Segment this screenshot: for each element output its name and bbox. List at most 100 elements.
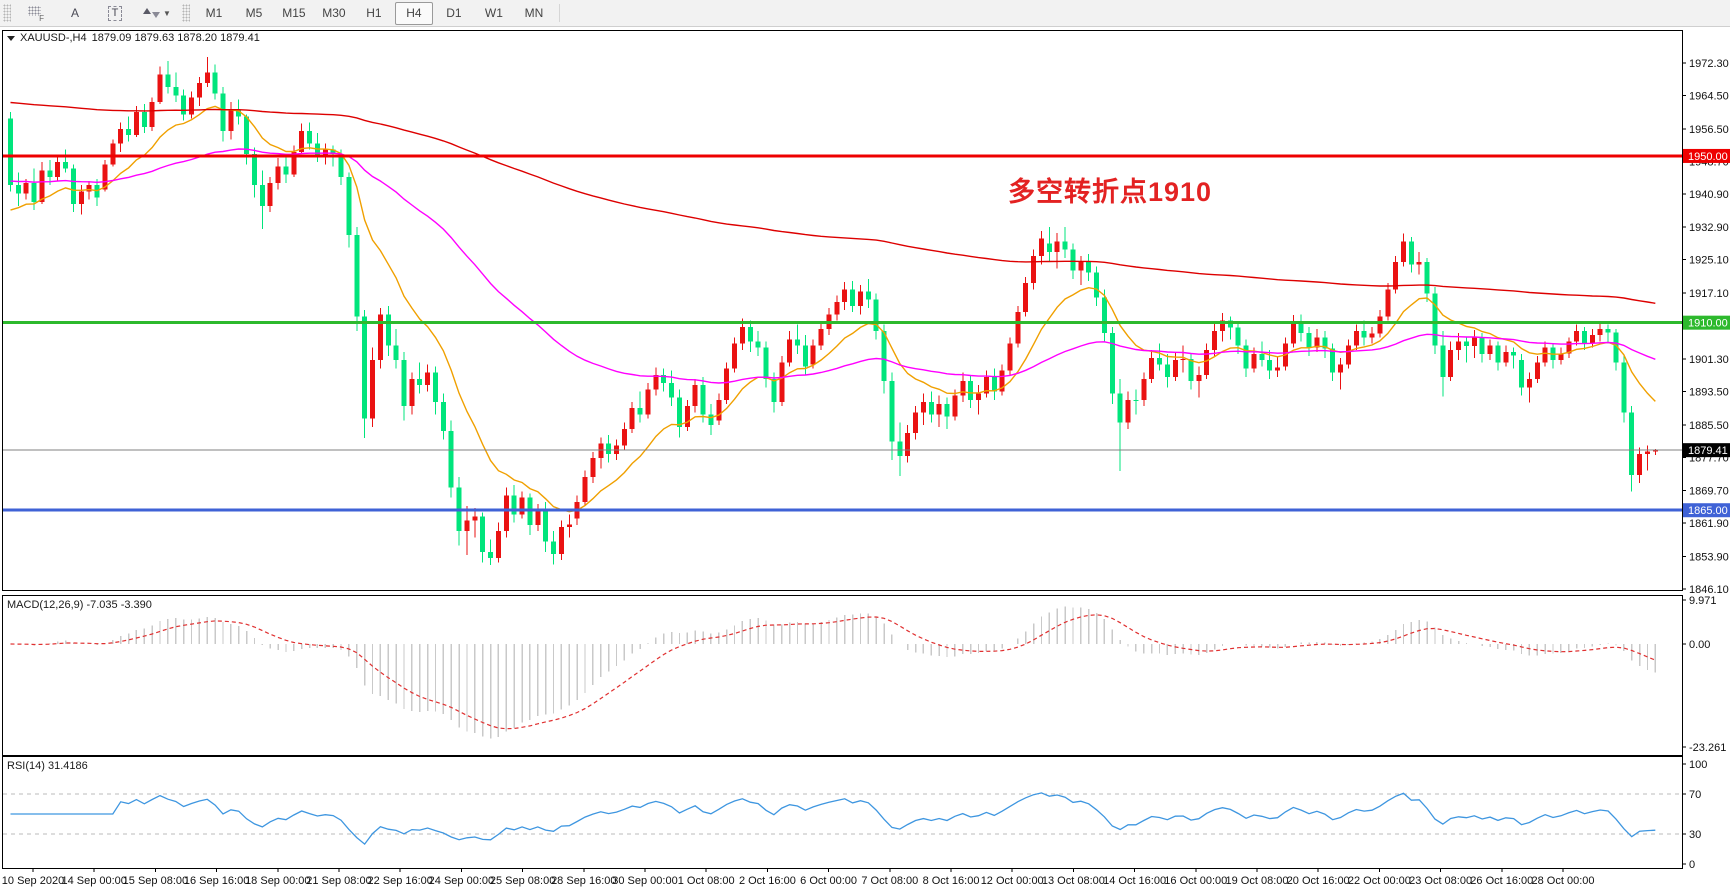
macd-axis[interactable]: 9.971 0.00 -23.261 [1682, 595, 1726, 754]
svg-text:21 Sep 08:00: 21 Sep 08:00 [306, 875, 371, 887]
rsi-axis[interactable]: 100 70 30 0 [1682, 759, 1707, 871]
toolbar: F A T ▼ M1 M5 M15 M30 H1 H4 D1 W1 MN [0, 0, 1730, 27]
svg-text:1932.90: 1932.90 [1689, 222, 1729, 234]
rsi-line [10, 792, 1656, 846]
candles-layer [8, 57, 1658, 566]
svg-text:10 Sep 2020: 10 Sep 2020 [2, 875, 64, 887]
timeframe-h4-button[interactable]: H4 [394, 1, 433, 25]
svg-text:1893.50: 1893.50 [1689, 386, 1729, 398]
chart-title: XAUUSD-,H4 1879.09 1879.63 1878.20 1879.… [7, 32, 260, 44]
svg-text:13 Oct 08:00: 13 Oct 08:00 [1042, 875, 1105, 887]
svg-text:1885.50: 1885.50 [1689, 420, 1729, 432]
svg-text:15 Sep 08:00: 15 Sep 08:00 [123, 875, 188, 887]
svg-text:19 Oct 08:00: 19 Oct 08:00 [1226, 875, 1289, 887]
svg-text:30: 30 [1689, 829, 1701, 841]
price-label-1879.41: 1879.41 [1683, 443, 1730, 458]
shapes-tool-button[interactable]: ▼ [136, 2, 178, 25]
chevron-down-icon: ▼ [163, 8, 171, 18]
svg-text:1925.10: 1925.10 [1689, 255, 1729, 267]
svg-text:9.971: 9.971 [1689, 595, 1717, 607]
svg-text:1940.90: 1940.90 [1689, 189, 1729, 201]
svg-text:28 Sep 16:00: 28 Sep 16:00 [551, 875, 616, 887]
svg-text:20 Oct 16:00: 20 Oct 16:00 [1287, 875, 1350, 887]
svg-text:24 Sep 00:00: 24 Sep 00:00 [429, 875, 494, 887]
macd-indicator-header: MACD(12,26,9) -7.035 -3.390 [7, 599, 152, 611]
svg-text:-23.261: -23.261 [1689, 742, 1726, 754]
price-axis[interactable]: 1972.301964.501956.501948.701940.901932.… [1682, 58, 1730, 596]
svg-text:1964.50: 1964.50 [1689, 91, 1729, 103]
toolbar-grip[interactable] [3, 4, 11, 22]
svg-text:1846.10: 1846.10 [1689, 584, 1729, 596]
svg-text:16 Oct 00:00: 16 Oct 00:00 [1164, 875, 1227, 887]
svg-text:7 Oct 08:00: 7 Oct 08:00 [861, 875, 918, 887]
svg-text:1 Oct 08:00: 1 Oct 08:00 [678, 875, 735, 887]
svg-text:0: 0 [1689, 859, 1695, 871]
svg-text:1917.10: 1917.10 [1689, 288, 1729, 300]
price-label-1865.00: 1865.00 [1683, 503, 1730, 518]
main-panel[interactable] [2, 30, 1683, 591]
svg-text:1910.00: 1910.00 [1688, 318, 1728, 330]
svg-text:14 Sep 00:00: 14 Sep 00:00 [61, 875, 126, 887]
collapse-triangle-icon[interactable] [7, 35, 15, 41]
svg-text:22 Oct 00:00: 22 Oct 00:00 [1348, 875, 1411, 887]
text-box-icon: T [107, 5, 123, 21]
rsi-indicator-header: RSI(14) 31.4186 [7, 760, 88, 772]
svg-text:26 Oct 16:00: 26 Oct 16:00 [1470, 875, 1533, 887]
toolbar-grip-2[interactable] [181, 4, 190, 22]
svg-text:28 Oct 00:00: 28 Oct 00:00 [1532, 875, 1595, 887]
ema-slow-line [10, 101, 1656, 304]
timeframe-m1-button[interactable]: M1 [205, 6, 223, 20]
arrows-icon [143, 8, 160, 18]
svg-text:12 Oct 00:00: 12 Oct 00:00 [981, 875, 1044, 887]
timeframe-m5-button[interactable]: M5 [245, 6, 263, 20]
svg-text:1861.90: 1861.90 [1689, 518, 1729, 530]
macd-signal-line [10, 614, 1656, 730]
symbol-period-label: XAUUSD-,H4 [20, 32, 87, 44]
timeframe-m15-button[interactable]: M15 [282, 6, 306, 20]
ema-medium-line [10, 148, 1656, 384]
svg-text:1901.30: 1901.30 [1689, 354, 1729, 366]
label-tool-button[interactable]: A [56, 2, 94, 25]
svg-text:8 Oct 16:00: 8 Oct 16:00 [923, 875, 980, 887]
grid-f-icon: F [28, 6, 44, 23]
macd-histogram [17, 606, 1657, 739]
svg-text:1853.90: 1853.90 [1689, 551, 1729, 563]
chart-text-annotation[interactable]: 多空转折点1910 [1008, 177, 1213, 207]
svg-text:1879.41: 1879.41 [1688, 445, 1728, 457]
svg-text:1956.50: 1956.50 [1689, 124, 1729, 136]
svg-text:16 Sep 16:00: 16 Sep 16:00 [184, 875, 249, 887]
indicator-grid-button[interactable]: F [16, 2, 54, 25]
svg-text:1950.00: 1950.00 [1688, 151, 1728, 163]
macd-panel[interactable] [2, 595, 1683, 756]
svg-text:0.00: 0.00 [1689, 639, 1710, 651]
timeframe-d1-button[interactable]: D1 [446, 6, 462, 20]
ema-fast-line [10, 105, 1656, 513]
svg-text:22 Sep 16:00: 22 Sep 16:00 [367, 875, 432, 887]
svg-text:6 Oct 00:00: 6 Oct 00:00 [800, 875, 857, 887]
svg-text:1972.30: 1972.30 [1689, 58, 1729, 70]
price-label-1950.00: 1950.00 [1683, 148, 1730, 163]
timeframe-w1-button[interactable]: W1 [484, 6, 503, 20]
svg-text:18 Sep 00:00: 18 Sep 00:00 [245, 875, 310, 887]
text-tool-button[interactable]: T [96, 2, 134, 25]
svg-text:70: 70 [1689, 789, 1701, 801]
ohlc-values: 1879.09 1879.63 1878.20 1879.41 [91, 32, 260, 44]
timeframe-button-group: M1 M5 M15 M30 H1 H4 D1 W1 MN [194, 1, 554, 25]
svg-text:30 Sep 00:00: 30 Sep 00:00 [612, 875, 677, 887]
svg-text:23 Oct 08:00: 23 Oct 08:00 [1409, 875, 1472, 887]
svg-text:25 Sep 08:00: 25 Sep 08:00 [490, 875, 555, 887]
timeframe-m30-button[interactable]: M30 [322, 6, 346, 20]
timeframe-mn-button[interactable]: MN [524, 6, 544, 20]
timeframe-h1-button[interactable]: H1 [366, 6, 382, 20]
chart-canvas[interactable]: 1972.301964.501956.501948.701940.901932.… [0, 28, 1730, 893]
svg-text:14 Oct 16:00: 14 Oct 16:00 [1103, 875, 1166, 887]
svg-text:1865.00: 1865.00 [1688, 505, 1728, 517]
price-label-1910.00: 1910.00 [1683, 315, 1730, 330]
svg-text:100: 100 [1689, 759, 1707, 771]
chart-area[interactable]: 1972.301964.501956.501948.701940.901932.… [0, 28, 1730, 893]
svg-text:1869.70: 1869.70 [1689, 486, 1729, 498]
letter-a-icon: A [70, 6, 79, 20]
rsi-panel[interactable] [2, 756, 1683, 869]
